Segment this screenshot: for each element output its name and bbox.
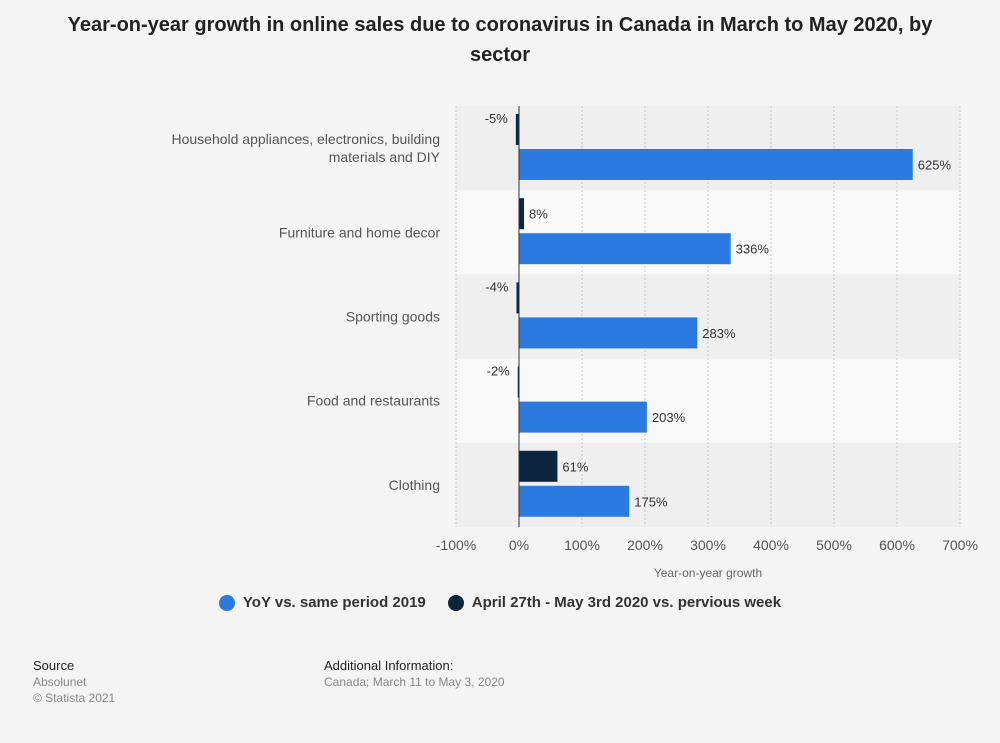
x-tick-label: 700% bbox=[942, 537, 978, 553]
bar-weekly[interactable] bbox=[515, 114, 519, 145]
legend-item-weekly[interactable]: April 27th - May 3rd 2020 vs. pervious w… bbox=[447, 594, 782, 611]
data-label: 175% bbox=[634, 494, 668, 509]
x-tick-label: -100% bbox=[436, 537, 476, 553]
category-label: Food and restaurants bbox=[307, 393, 440, 409]
x-tick-label: 300% bbox=[690, 537, 726, 553]
legend-label-weekly: April 27th - May 3rd 2020 vs. pervious w… bbox=[471, 594, 782, 611]
x-tick-label: 200% bbox=[627, 537, 663, 553]
bar-yoy[interactable] bbox=[519, 317, 698, 349]
category-labels: Household appliances, electronics, build… bbox=[171, 131, 440, 493]
x-tick-labels: -100% 0% 100% 200% 300% 400% 500% 600% 700% bbox=[436, 537, 978, 553]
x-tick-label: 100% bbox=[564, 537, 600, 553]
bar-weekly[interactable] bbox=[516, 282, 519, 314]
x-tick-label: 600% bbox=[879, 537, 915, 553]
bar-yoy[interactable] bbox=[519, 401, 647, 433]
data-label: 203% bbox=[652, 410, 686, 425]
bars: -5% 625% 8% 336% -4% 283% -2% 203% 61% 175% bbox=[485, 111, 952, 517]
chart-title: Year-on-year growth in online sales due … bbox=[67, 14, 933, 66]
additional-info-text: Canada; March 11 to May 3, 2020 bbox=[324, 675, 505, 689]
bar-weekly[interactable] bbox=[519, 450, 558, 482]
data-label: 625% bbox=[918, 158, 952, 173]
data-label: 336% bbox=[736, 242, 770, 257]
source-heading: Source bbox=[33, 658, 75, 673]
additional-info-heading: Additional Information: bbox=[324, 658, 454, 673]
bar-weekly[interactable] bbox=[519, 198, 525, 230]
additional-info-block: Additional Information: Canada; March 11… bbox=[324, 658, 505, 690]
legend-item-yoy[interactable]: YoY vs. same period 2019 bbox=[218, 594, 426, 611]
bar-yoy[interactable] bbox=[519, 149, 913, 180]
source-name[interactable]: Absolunet bbox=[33, 675, 87, 689]
data-label: 283% bbox=[702, 326, 736, 341]
bar-yoy[interactable] bbox=[519, 485, 630, 517]
x-axis-title: Year-on-year growth bbox=[654, 566, 762, 580]
category-label: Sporting goods bbox=[346, 309, 440, 325]
data-label: 8% bbox=[529, 207, 548, 222]
x-tick-label: 0% bbox=[509, 537, 529, 553]
bar-yoy[interactable] bbox=[519, 233, 731, 265]
bar-weekly[interactable] bbox=[517, 366, 519, 398]
data-label: 61% bbox=[562, 459, 588, 474]
category-label: Clothing bbox=[389, 477, 440, 493]
source-block: Source Absolunet © Statista 2021 bbox=[33, 658, 115, 706]
data-label: -2% bbox=[487, 364, 511, 379]
category-label: Furniture and home decor bbox=[279, 224, 440, 240]
legend-dot-yoy bbox=[218, 594, 235, 611]
copyright-text[interactable]: © Statista 2021 bbox=[33, 691, 116, 705]
x-tick-label: 500% bbox=[816, 537, 852, 553]
x-tick-label: 400% bbox=[753, 537, 789, 553]
legend-label-yoy: YoY vs. same period 2019 bbox=[242, 594, 426, 611]
data-label: -5% bbox=[485, 111, 509, 126]
legend-dot-weekly bbox=[447, 594, 464, 611]
legend: YoY vs. same period 2019 April 27th - Ma… bbox=[0, 594, 1000, 611]
data-label: -4% bbox=[485, 279, 509, 294]
chart-plot: -5% 625% 8% 336% -4% 283% -2% 203% 61% 175% House… bbox=[171, 106, 978, 580]
category-label: Household appliances, electronics, build… bbox=[171, 131, 440, 165]
